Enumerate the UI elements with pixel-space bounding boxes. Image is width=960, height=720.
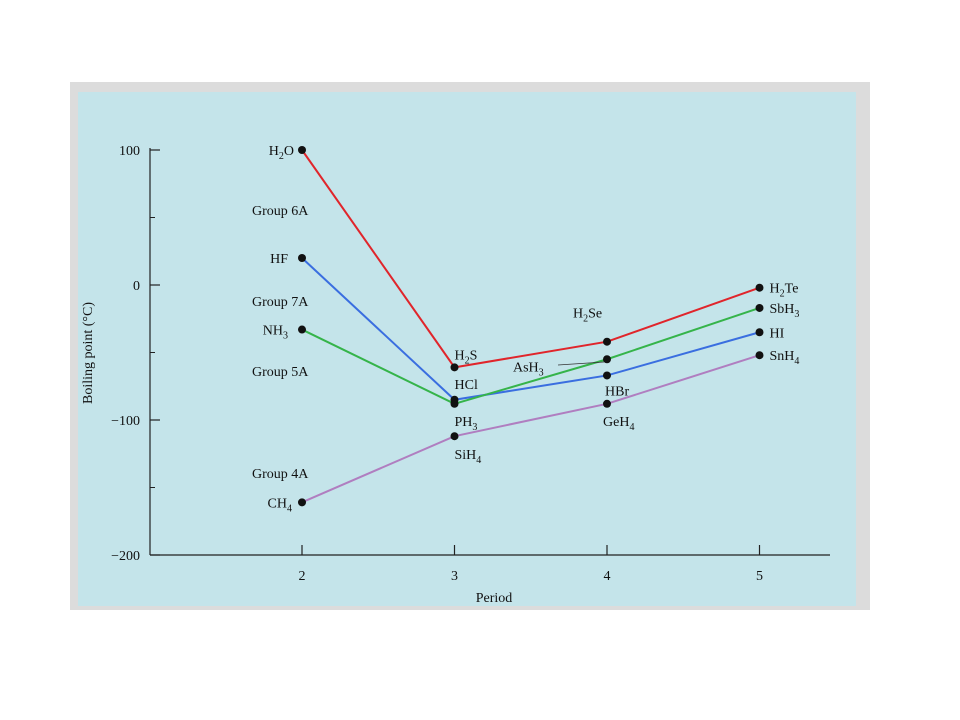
series-line-2 xyxy=(301,307,760,405)
data-point xyxy=(298,254,306,262)
point-label: AsH3 xyxy=(513,360,544,378)
y-axis-title: Boiling point (°C) xyxy=(81,302,96,404)
series-points xyxy=(298,146,764,507)
data-point xyxy=(603,399,611,408)
point-label: H2Te xyxy=(770,282,799,300)
x-tick-label: 4 xyxy=(604,569,611,584)
point-label: NH3 xyxy=(263,324,288,342)
x-tick-label: 3 xyxy=(451,569,458,584)
point-label: HI xyxy=(770,326,785,341)
data-point xyxy=(603,337,611,346)
y-tick-label: 0 xyxy=(133,279,140,294)
data-point xyxy=(755,351,764,360)
x-tick-label: 2 xyxy=(299,569,306,584)
point-label: CH4 xyxy=(268,496,292,514)
point-label: H2S xyxy=(455,348,478,366)
point-label: HF xyxy=(270,252,288,267)
series-line-0 xyxy=(301,149,760,369)
group-label: Group 7A xyxy=(252,295,309,310)
x-tick-label: 5 xyxy=(756,569,763,584)
group-labels: Group 6A Group 7A Group 5A Group 4A xyxy=(252,204,309,482)
data-point xyxy=(603,371,611,380)
series-line-1 xyxy=(301,257,760,401)
group-label: Group 4A xyxy=(252,467,309,482)
data-point xyxy=(755,303,764,312)
data-point xyxy=(298,146,306,154)
data-point xyxy=(298,325,306,334)
x-axis-title: Period xyxy=(476,591,513,606)
point-label: SbH3 xyxy=(770,302,800,320)
series-lines xyxy=(301,149,760,504)
y-ticks: 100 0 −100 −200 xyxy=(111,144,160,564)
point-labels: H2O H2S H2Se H2Te HF HCl HBr HI NH3 PH3 AsH3 SbH3 CH… xyxy=(263,144,800,514)
y-tick-label: −100 xyxy=(111,414,140,429)
data-point xyxy=(755,328,764,337)
point-label: GeH4 xyxy=(603,415,634,433)
y-tick-label: −200 xyxy=(111,549,140,564)
y-tick-label: 100 xyxy=(119,144,140,159)
series-line-3 xyxy=(301,354,760,504)
x-ticks: 2 3 4 5 xyxy=(299,545,763,584)
group-label: Group 6A xyxy=(252,204,309,219)
point-label: SnH4 xyxy=(770,349,800,367)
point-label: HBr xyxy=(605,384,629,399)
asH3-leader-line xyxy=(557,361,605,366)
point-label: H2O xyxy=(269,144,294,162)
group-label: Group 5A xyxy=(252,365,309,380)
data-point xyxy=(298,498,306,507)
data-point xyxy=(450,399,459,408)
data-point xyxy=(450,432,459,441)
figure-panel xyxy=(78,92,856,606)
point-label: HCl xyxy=(455,378,478,393)
point-label: H2Se xyxy=(573,307,602,325)
point-label: SiH4 xyxy=(455,448,482,466)
data-point xyxy=(755,283,764,292)
data-point xyxy=(450,363,459,372)
data-point xyxy=(603,355,611,364)
point-label: PH3 xyxy=(455,415,478,433)
